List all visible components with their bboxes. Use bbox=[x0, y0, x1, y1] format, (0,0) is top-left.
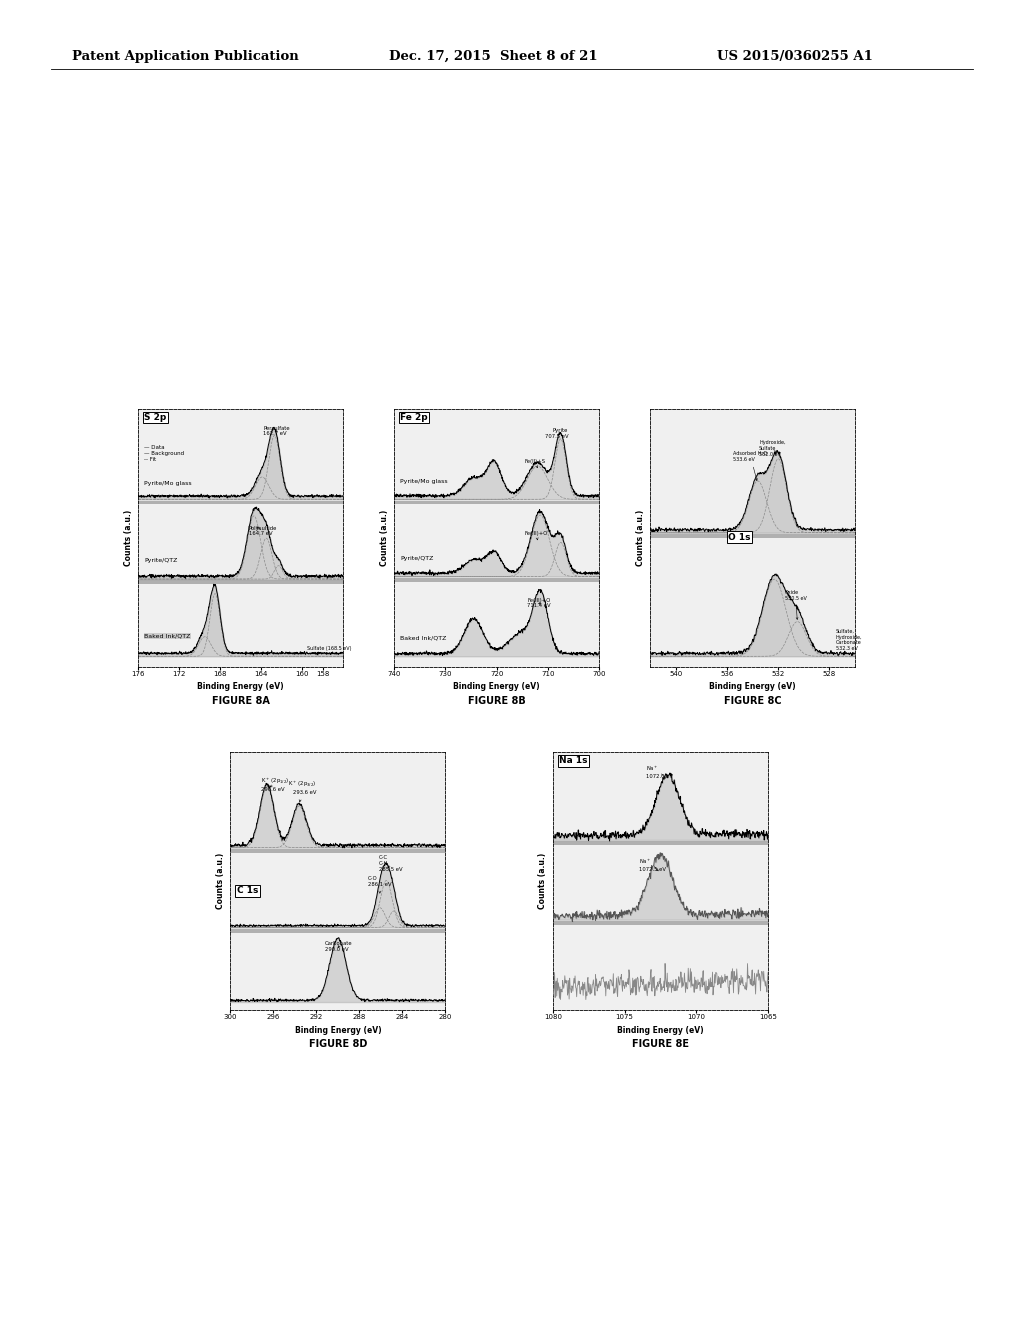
Text: Sulfate,
Hydroxide,
Carbonate
532.3 eV: Sulfate, Hydroxide, Carbonate 532.3 eV bbox=[836, 628, 862, 651]
Y-axis label: Counts (a.u.): Counts (a.u.) bbox=[539, 853, 548, 909]
Y-axis label: Counts (a.u.): Counts (a.u.) bbox=[124, 510, 133, 566]
Bar bbox=[650, 535, 855, 539]
Bar bbox=[230, 849, 445, 853]
Text: Pyrite/Mo glass: Pyrite/Mo glass bbox=[144, 482, 193, 486]
Text: FIGURE 8C: FIGURE 8C bbox=[724, 696, 781, 706]
Bar bbox=[138, 500, 343, 504]
Bar bbox=[553, 841, 768, 845]
Text: Oxide
530.5 eV: Oxide 530.5 eV bbox=[784, 590, 807, 619]
Text: Hydroxide,
Sulfate
532.0 eV: Hydroxide, Sulfate 532.0 eV bbox=[759, 440, 785, 457]
Text: O 1s: O 1s bbox=[728, 533, 751, 541]
Text: — Data
— Background
-- Fit: — Data — Background -- Fit bbox=[144, 445, 184, 462]
Text: S 2p: S 2p bbox=[144, 413, 167, 422]
Text: Dec. 17, 2015  Sheet 8 of 21: Dec. 17, 2015 Sheet 8 of 21 bbox=[389, 50, 598, 63]
Text: Fe(III)+O: Fe(III)+O bbox=[524, 532, 548, 540]
Text: Na 1s: Na 1s bbox=[559, 756, 588, 766]
Text: C-C
C-H
285.5 eV: C-C C-H 285.5 eV bbox=[379, 855, 402, 871]
Text: Pyrite/QTZ: Pyrite/QTZ bbox=[144, 558, 178, 564]
Text: FIGURE 8B: FIGURE 8B bbox=[468, 696, 525, 706]
Bar bbox=[553, 921, 768, 925]
Text: K$^+$ (2p$_{3/2}$)
293.6 eV: K$^+$ (2p$_{3/2}$) 293.6 eV bbox=[288, 780, 316, 801]
X-axis label: Binding Energy (eV): Binding Energy (eV) bbox=[295, 1026, 381, 1035]
Text: C 1s: C 1s bbox=[237, 886, 258, 895]
Text: Patent Application Publication: Patent Application Publication bbox=[72, 50, 298, 63]
Y-axis label: Counts (a.u.): Counts (a.u.) bbox=[216, 853, 225, 909]
Text: Fe 2p: Fe 2p bbox=[400, 413, 428, 422]
Text: Pyrite/Mo glass: Pyrite/Mo glass bbox=[400, 479, 449, 483]
Text: Fe(III)+O
711.4 eV: Fe(III)+O 711.4 eV bbox=[527, 598, 551, 609]
X-axis label: Binding Energy (eV): Binding Energy (eV) bbox=[617, 1026, 703, 1035]
Bar bbox=[394, 578, 599, 582]
X-axis label: Binding Energy (eV): Binding Energy (eV) bbox=[710, 682, 796, 692]
X-axis label: Binding Energy (eV): Binding Energy (eV) bbox=[198, 682, 284, 692]
Text: Pyrite
707.5 eV: Pyrite 707.5 eV bbox=[545, 428, 568, 438]
Text: Pyrite/QTZ: Pyrite/QTZ bbox=[400, 556, 434, 561]
Text: Na$^+$
1072.5 eV: Na$^+$ 1072.5 eV bbox=[639, 857, 666, 871]
Text: Baked Ink/QTZ: Baked Ink/QTZ bbox=[144, 634, 190, 638]
Text: FIGURE 8E: FIGURE 8E bbox=[632, 1039, 689, 1049]
Text: K$^+$ (2p$_{1/2}$)
296.6 eV: K$^+$ (2p$_{1/2}$) 296.6 eV bbox=[260, 777, 289, 792]
X-axis label: Binding Energy (eV): Binding Energy (eV) bbox=[454, 682, 540, 692]
Text: FIGURE 8D: FIGURE 8D bbox=[308, 1039, 368, 1049]
Bar bbox=[394, 500, 599, 504]
Text: Baked Ink/QTZ: Baked Ink/QTZ bbox=[400, 636, 446, 640]
Text: Adsorbed H₂O
533.6 eV: Adsorbed H₂O 533.6 eV bbox=[733, 451, 768, 480]
Text: Carbonate
290.0 eV: Carbonate 290.0 eV bbox=[325, 941, 352, 952]
Text: C-O
286.1 eV: C-O 286.1 eV bbox=[368, 876, 391, 894]
Bar bbox=[138, 581, 343, 585]
Text: Na$^+$
1072.0 eV: Na$^+$ 1072.0 eV bbox=[646, 764, 673, 779]
Text: Fe(II)+S: Fe(II)+S bbox=[524, 459, 546, 467]
Y-axis label: Counts (a.u.): Counts (a.u.) bbox=[636, 510, 645, 566]
Y-axis label: Counts (a.u.): Counts (a.u.) bbox=[380, 510, 389, 566]
Text: Polysulfide
164.7 eV: Polysulfide 164.7 eV bbox=[249, 525, 278, 536]
Bar bbox=[230, 929, 445, 932]
Text: Persulfate
162.7 eV: Persulfate 162.7 eV bbox=[263, 425, 290, 437]
Text: FIGURE 8A: FIGURE 8A bbox=[212, 696, 269, 706]
Text: Sulfate (168.5 eV): Sulfate (168.5 eV) bbox=[307, 645, 351, 651]
Text: US 2015/0360255 A1: US 2015/0360255 A1 bbox=[717, 50, 872, 63]
